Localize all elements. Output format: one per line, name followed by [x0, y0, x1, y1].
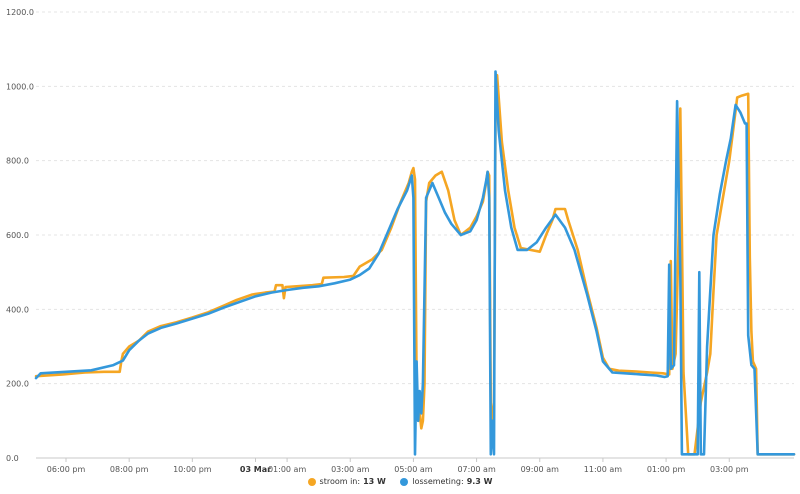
y-axis: 0.0 200.0 400.0 600.0 800.0 1000.0 1200.0: [6, 8, 34, 463]
y-tick-label: 200.0: [6, 380, 29, 389]
legend-label-stroom-in: stroom in: [319, 477, 358, 486]
legend-item-stroom-in[interactable]: stroom in: 13 W: [307, 477, 386, 486]
y-tick-label: 0.0: [6, 454, 19, 463]
y-tick-label: 600.0: [6, 231, 29, 240]
x-tick-label: 11:00 am: [584, 465, 623, 474]
x-tick-label: 05:00 am: [394, 465, 433, 474]
x-tick-label: 03:00 am: [331, 465, 370, 474]
x-tick-label: 10:00 pm: [173, 465, 212, 474]
x-tick-label: 08:00 pm: [110, 465, 149, 474]
legend-dot-stroom-in: [307, 477, 316, 486]
y-tick-label: 400.0: [6, 305, 29, 314]
x-tick-label: 01:00 pm: [647, 465, 686, 474]
x-tick-label: 06:00 pm: [47, 465, 86, 474]
legend-label-lossemeting: lossemeting: [412, 477, 461, 486]
legend: stroom in: 13 W lossemeting: 9.3 W: [0, 477, 800, 488]
y-tick-label: 800.0: [6, 157, 29, 166]
x-tick-label: 09:00 am: [521, 465, 560, 474]
x-tick-label: 03 Mar: [240, 465, 271, 474]
series-layer: [34, 70, 796, 456]
legend-value-stroom-in: 13 W: [363, 477, 386, 486]
x-tick-label: 01:00 am: [268, 465, 307, 474]
x-tick-label: 07:00 am: [457, 465, 496, 474]
legend-value-lossemeting: 9.3 W: [466, 477, 493, 486]
series-line-lossemeting[interactable]: [34, 70, 796, 456]
x-tick-label: 03:00 pm: [710, 465, 749, 474]
y-tick-label: 1000.0: [6, 82, 34, 91]
y-tick-label: 1200.0: [6, 8, 34, 17]
legend-item-lossemeting[interactable]: lossemeting: 9.3 W: [400, 477, 492, 486]
legend-dot-lossemeting: [400, 477, 409, 486]
